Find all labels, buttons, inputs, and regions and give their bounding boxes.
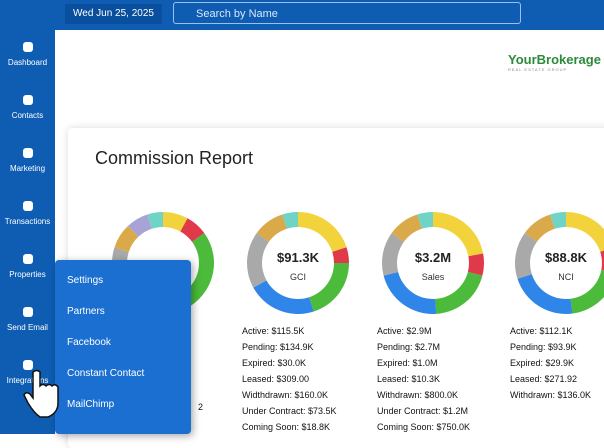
stat-line: Active: $115.5K xyxy=(242,326,305,336)
donut-segment xyxy=(253,280,314,314)
date-button[interactable]: Wed Jun 25, 2025 xyxy=(65,4,162,24)
donut-segment xyxy=(382,233,404,276)
donut-segment xyxy=(282,212,298,229)
donut-segment xyxy=(114,225,139,252)
donut-segment xyxy=(566,212,604,252)
donut-segment xyxy=(256,214,287,242)
sidebar-item[interactable]: Dashboard xyxy=(0,42,55,67)
donut-segment xyxy=(391,214,422,242)
donut-value: $88.8K xyxy=(545,250,588,265)
donut-label: NCI xyxy=(558,272,574,282)
stat-line: Pending: $134.9K xyxy=(242,342,314,352)
donut-segment xyxy=(163,212,188,232)
menu-item[interactable]: Partners xyxy=(67,306,105,317)
stat-line: Expired: $30.0K xyxy=(242,358,307,368)
popup-menu: Settings Partners Facebook Constant Contact… xyxy=(55,260,191,434)
stat-line: Coming Soon: $750.0K xyxy=(377,422,471,432)
stat-line: Under Contract: $73.5K xyxy=(242,406,337,416)
logo-tagline: REAL ESTATE GROUP xyxy=(508,67,568,72)
sidebar-item[interactable]: Properties xyxy=(0,254,55,279)
sidebar-item[interactable]: Transactions xyxy=(0,201,55,226)
donut-segment xyxy=(517,274,573,314)
donut-segment xyxy=(467,253,484,276)
sidebar-item[interactable]: Marketing xyxy=(0,148,55,173)
sidebar-icon xyxy=(22,201,33,211)
donut-segment xyxy=(332,247,349,263)
sidebar-icon xyxy=(22,42,33,52)
sidebar-icon xyxy=(22,360,33,370)
donut-segment xyxy=(435,271,483,314)
donut-segment xyxy=(128,214,152,237)
donut-segment xyxy=(524,214,555,242)
donut-segment xyxy=(174,233,214,312)
donut-segment xyxy=(309,263,349,312)
donut-segment xyxy=(600,250,604,271)
stat-line: Expired: $1.0M xyxy=(377,358,438,368)
logo-text: YourBrokerage xyxy=(508,52,601,67)
donut-value: $91.3K xyxy=(277,250,320,265)
sidebar: Dashboard Contacts Marketing Transactions Pr… xyxy=(0,0,55,434)
sidebar-label: Contacts xyxy=(11,111,44,120)
sidebar-label: Properties xyxy=(9,270,46,279)
donut-label: GCI xyxy=(290,272,306,282)
sidebar-item[interactable]: Contacts xyxy=(0,95,55,120)
page: Wed Jun 25, 2025 Search by Name Dashboar… xyxy=(0,0,604,434)
sidebar-item[interactable]: Send Email xyxy=(0,307,55,332)
search-box[interactable]: Search by Name xyxy=(173,2,521,24)
stat-line: Leased: $309.00 xyxy=(242,374,310,384)
logo: YourBrokerage REAL ESTATE GROUP xyxy=(508,52,604,72)
menu-item[interactable]: Constant Contact xyxy=(67,368,145,379)
stat-line: Expired: $29.9K xyxy=(510,358,575,368)
stat-line: Widthdrawn: $160.0K xyxy=(242,390,329,400)
sidebar-icon xyxy=(22,95,33,105)
donut-segment xyxy=(570,269,604,314)
donut-label: Sales xyxy=(422,272,445,282)
report-title: Commission Report xyxy=(95,148,254,168)
top-bar: Wed Jun 25, 2025 Search by Name xyxy=(55,0,604,30)
stat-line: Coming Soon: $18.8K xyxy=(242,422,331,432)
stat-line: Active: $2.9M xyxy=(377,326,432,336)
sidebar-icon xyxy=(22,148,33,158)
donut-segment xyxy=(247,233,269,288)
donut-segment xyxy=(383,271,437,315)
donut-segment xyxy=(514,233,537,279)
sidebar-icon xyxy=(22,307,33,317)
stat-line: Withdrawn: $800.0K xyxy=(377,390,459,400)
donut-segment xyxy=(417,212,433,229)
sidebar-label: Send Email xyxy=(7,323,48,332)
stat-line: Active: $112.1K xyxy=(510,326,573,336)
search-placeholder: Search by Name xyxy=(196,8,278,20)
sidebar-icon xyxy=(22,254,33,264)
sidebar-label: Dashboard xyxy=(7,58,48,67)
stat-line: Withdrawn: $136.0K xyxy=(510,390,592,400)
donut-value: $3.2M xyxy=(415,250,451,265)
stat-line: Under Contract: $1.2M xyxy=(377,406,469,416)
menu-item[interactable]: Facebook xyxy=(67,337,111,348)
sidebar-label: Marketing xyxy=(9,164,46,173)
donut-segment xyxy=(550,212,566,229)
donut-segment xyxy=(180,218,205,242)
stat-line: 2 xyxy=(198,402,204,412)
donut-segment xyxy=(298,212,347,252)
sidebar-label: Transactions xyxy=(4,217,51,226)
menu-item[interactable]: Settings xyxy=(67,275,104,286)
donut-segment xyxy=(433,212,484,257)
stat-line: Leased: $10.3K xyxy=(377,374,441,384)
donut-segment xyxy=(147,212,163,229)
stat-line: Pending: $2.7M xyxy=(377,342,441,352)
menu-item[interactable]: MailChimp xyxy=(67,399,115,410)
stat-line: Pending: $93.9K xyxy=(510,342,577,352)
stat-line: Leased: $271.92 xyxy=(510,374,578,384)
